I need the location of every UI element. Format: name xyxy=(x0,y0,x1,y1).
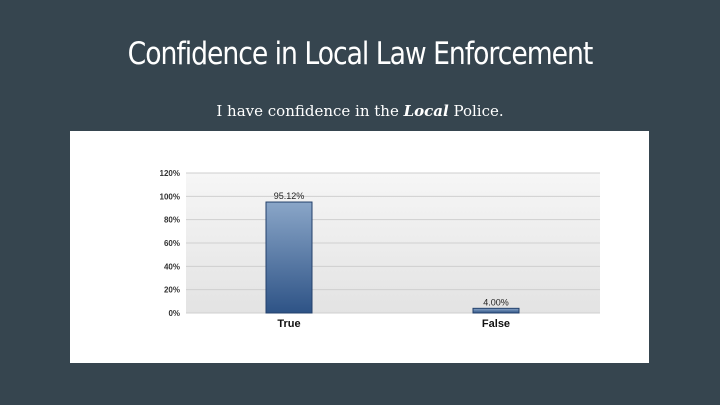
bar-false xyxy=(472,307,520,314)
y-axis-ticks: 0% 20% 40% 60% 80% 100% 120% xyxy=(160,169,180,318)
y-tick-label: 0% xyxy=(168,309,180,318)
category-label-true: True xyxy=(277,318,300,330)
slide-title: Confidence in Local Law Enforcement xyxy=(127,36,594,72)
gridlines xyxy=(186,172,600,314)
subtitle-text-before: I have confidence in the xyxy=(216,102,404,120)
y-tick-label: 60% xyxy=(164,239,180,248)
y-tick-label: 80% xyxy=(164,216,180,225)
data-label-true: 95.12% xyxy=(274,191,305,201)
data-label-false: 4.00% xyxy=(483,297,509,307)
subtitle-emphasis: Local xyxy=(403,102,449,120)
y-tick-label: 100% xyxy=(160,192,180,201)
category-label-false: False xyxy=(482,318,510,330)
bar-chart: 0% 20% 40% 60% 80% 100% 120% 95.12% 4.00% True F… xyxy=(160,169,600,330)
x-axis-categories: True False xyxy=(277,318,510,330)
data-labels: 95.12% 4.00% xyxy=(274,191,509,307)
slide-subtitle: I have confidence in the Local Police. xyxy=(0,102,720,120)
subtitle-text-after: Police. xyxy=(448,102,504,120)
y-tick-label: 120% xyxy=(160,169,180,178)
y-tick-label: 40% xyxy=(164,262,180,271)
chart-panel: 0% 20% 40% 60% 80% 100% 120% 95.12% 4.00% True F… xyxy=(70,131,649,363)
bar-true xyxy=(265,201,313,314)
bars xyxy=(265,201,520,314)
y-tick-label: 20% xyxy=(164,286,180,295)
